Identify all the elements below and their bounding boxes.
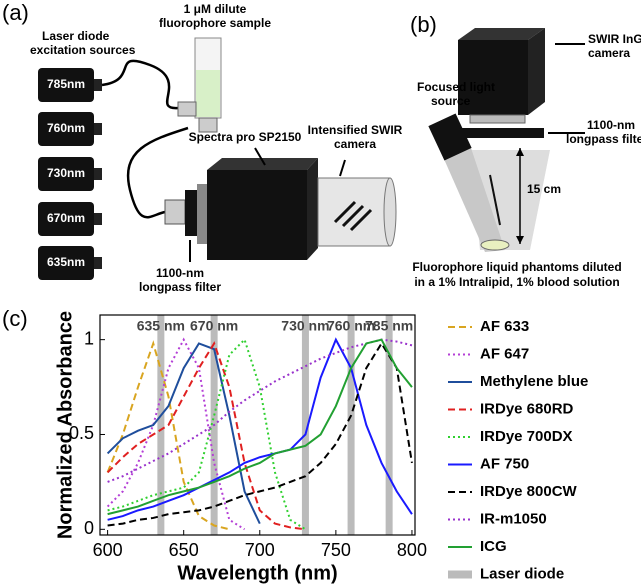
legend-label: IR-m1050 bbox=[480, 510, 547, 527]
legend-label: Laser diode bbox=[480, 565, 564, 582]
series-line bbox=[106, 340, 230, 531]
distance-label: 15 cm bbox=[527, 182, 561, 196]
laser-label: 760 nm bbox=[327, 318, 375, 334]
source-label: 670nm bbox=[47, 211, 85, 225]
y-tick-label: 1 bbox=[84, 328, 94, 348]
series-line bbox=[107, 338, 413, 483]
legend-swatch bbox=[448, 570, 472, 579]
filter-label: longpass filter bbox=[139, 280, 221, 294]
legend-label: IRDye 680RD bbox=[480, 400, 574, 417]
camera-label: Intensified SWIR bbox=[308, 123, 403, 137]
sources-title: excitation sources bbox=[30, 43, 136, 57]
spectrometer-label: Spectra pro SP2150 bbox=[189, 130, 302, 144]
filter-label: 1100-nm bbox=[156, 266, 204, 280]
x-tick-label: 700 bbox=[245, 540, 275, 560]
source-label: 730nm bbox=[47, 166, 85, 180]
sample-label: fluorophore sample bbox=[159, 16, 271, 30]
series-line bbox=[106, 337, 246, 531]
legend-label: AF 647 bbox=[480, 345, 529, 362]
laser-band bbox=[301, 315, 309, 535]
y-tick-label: 0 bbox=[84, 518, 94, 538]
legend-label: IRDye 700DX bbox=[480, 428, 573, 445]
y-axis-label: Normalized Absorbance bbox=[54, 311, 76, 539]
series-line bbox=[106, 342, 261, 525]
series-line bbox=[107, 337, 306, 531]
source-label: 785nm bbox=[47, 77, 85, 91]
series-line bbox=[107, 341, 413, 527]
legend-label: IRDye 800CW bbox=[480, 483, 578, 500]
phantom-label: Fluorophore liquid phantoms diluted bbox=[412, 260, 621, 274]
filter-label: longpass filter bbox=[566, 132, 641, 146]
legend-label: Methylene blue bbox=[480, 373, 588, 390]
laser-label: 730 nm bbox=[281, 318, 329, 334]
x-axis-label: Wavelength (nm) bbox=[177, 562, 337, 584]
source-label: 760nm bbox=[47, 121, 85, 135]
laser-label: 785 nm bbox=[365, 318, 413, 334]
x-tick-label: 800 bbox=[397, 540, 427, 560]
filter-label: 1100-nm bbox=[587, 118, 635, 132]
camera-label: SWIR InGaAs bbox=[588, 32, 641, 46]
panel-label: (b) bbox=[410, 12, 437, 37]
camera-label: camera bbox=[588, 46, 630, 60]
y-tick-label: 0.5 bbox=[69, 423, 94, 443]
x-tick-label: 750 bbox=[321, 540, 351, 560]
laser-boxes bbox=[38, 68, 102, 280]
panel-label: (c) bbox=[2, 306, 28, 331]
laser-label: 635 nm bbox=[137, 318, 185, 334]
x-tick-label: 600 bbox=[93, 540, 123, 560]
phantom-label: in a 1% Intralipid, 1% blood solution bbox=[414, 275, 619, 289]
fiber bbox=[126, 126, 189, 219]
imaging-setup bbox=[428, 28, 585, 252]
source-label: 635nm bbox=[47, 255, 85, 269]
light-label: source bbox=[431, 94, 471, 108]
legend-label: ICG bbox=[480, 538, 507, 555]
series-line bbox=[106, 341, 306, 531]
laser-label: 670 nm bbox=[190, 318, 238, 334]
fiber bbox=[101, 59, 179, 110]
camera-label: camera bbox=[334, 137, 376, 151]
laser-band bbox=[157, 315, 165, 535]
light-label: Focused light bbox=[417, 80, 495, 94]
spectrometer bbox=[164, 147, 397, 262]
sources-title: Laser diode bbox=[42, 29, 110, 43]
series-line bbox=[107, 338, 413, 516]
x-tick-label: 650 bbox=[169, 540, 199, 560]
sample-label: 1 μM dilute bbox=[184, 2, 247, 16]
legend-label: AF 750 bbox=[480, 455, 529, 472]
panel-label: (a) bbox=[2, 0, 29, 25]
laser-band bbox=[347, 315, 355, 535]
cuvette bbox=[177, 37, 222, 133]
laser-band bbox=[385, 315, 393, 535]
plot-frame bbox=[99, 314, 416, 536]
series-line bbox=[107, 337, 413, 521]
legend-label: AF 633 bbox=[480, 318, 529, 335]
